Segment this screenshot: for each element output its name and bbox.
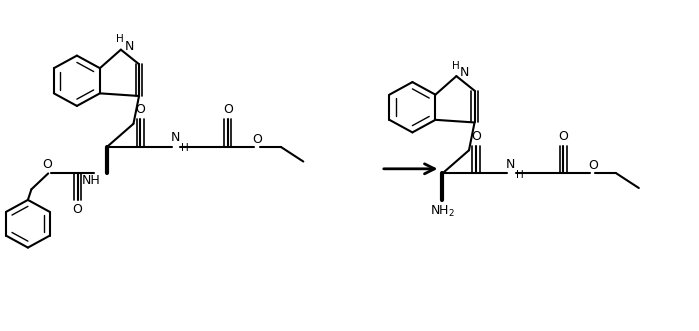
- Text: O: O: [252, 132, 262, 146]
- Text: N: N: [171, 131, 180, 144]
- Text: H: H: [180, 143, 188, 153]
- Text: H: H: [116, 34, 124, 44]
- Text: O: O: [471, 130, 481, 143]
- Text: O: O: [136, 103, 145, 117]
- Text: O: O: [223, 103, 233, 117]
- Text: H: H: [516, 170, 524, 180]
- Text: O: O: [588, 159, 598, 172]
- Text: H: H: [452, 61, 459, 71]
- Text: N: N: [506, 158, 516, 171]
- Text: O: O: [73, 203, 82, 216]
- Text: O: O: [43, 158, 52, 171]
- Text: NH$_2$: NH$_2$: [430, 204, 455, 219]
- Text: N: N: [124, 40, 134, 53]
- Text: O: O: [559, 130, 568, 143]
- Text: NH: NH: [82, 173, 101, 187]
- Text: N: N: [460, 66, 470, 79]
